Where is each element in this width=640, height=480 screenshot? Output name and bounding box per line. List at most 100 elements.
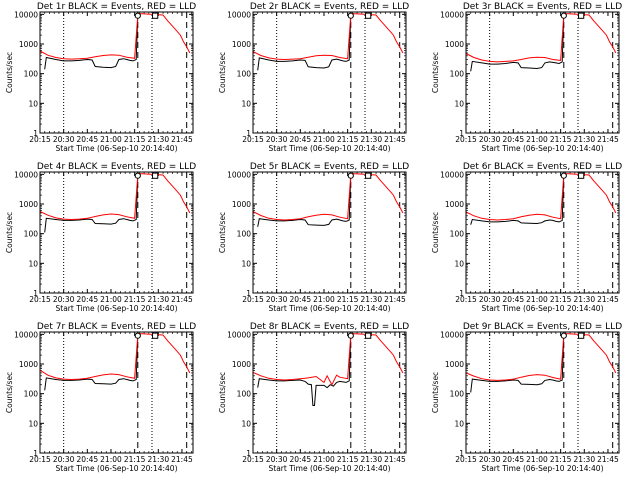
y-tick-label: 10 — [28, 259, 38, 268]
x-tick-label: 20:30 — [53, 455, 75, 464]
x-tick-label: 21:30 — [573, 455, 595, 464]
chart-title: Det 8r BLACK = Events, RED = LLD — [250, 322, 409, 332]
x-tick-label: 20:15 — [455, 455, 477, 464]
x-tick-label: 21:00 — [526, 135, 548, 144]
y-axis-label: Counts/sec — [218, 212, 227, 253]
plot-frame — [39, 11, 194, 134]
y-axis-label: Counts/sec — [431, 212, 440, 253]
y-tick-label: 100 — [237, 390, 252, 399]
x-tick-label: 20:30 — [53, 295, 75, 304]
series-events-line — [44, 13, 141, 70]
x-axis-label: Start Time (06-Sep-10 20:14:40) — [482, 144, 604, 153]
square-marker — [578, 172, 585, 179]
y-tick-label: 1000 — [19, 40, 38, 49]
x-tick-label: 20:15 — [242, 455, 264, 464]
x-tick-label: 20:30 — [266, 455, 288, 464]
x-tick-label: 21:30 — [573, 135, 595, 144]
x-tick-label: 21:30 — [147, 135, 169, 144]
series-events-line — [44, 333, 141, 391]
plot-frame — [252, 331, 407, 454]
series-events-line — [44, 173, 141, 233]
plot-frame — [252, 171, 407, 294]
x-tick-label: 20:30 — [479, 455, 501, 464]
chart-title: Det 4r BLACK = Events, RED = LLD — [37, 162, 196, 172]
chart-title: Det 5r BLACK = Events, RED = LLD — [250, 162, 409, 172]
y-tick-label: 100 — [237, 230, 252, 239]
y-tick-label: 100 — [24, 230, 39, 239]
x-tick-label: 21:45 — [597, 135, 619, 144]
x-tick-label: 20:30 — [266, 295, 288, 304]
chart-panel-6: Det 6r BLACK = Events, RED = LLD Counts/s… — [431, 162, 622, 313]
circle-marker — [134, 332, 141, 339]
x-tick-label: 20:15 — [29, 455, 51, 464]
square-marker — [152, 332, 159, 339]
chart-panel-3: Det 3r BLACK = Events, RED = LLD Counts/s… — [431, 2, 622, 153]
chart-panel-1: Det 1r BLACK = Events, RED = LLD Counts/s… — [5, 2, 196, 153]
chart-title: Det 9r BLACK = Events, RED = LLD — [463, 322, 622, 332]
y-axis-label: Counts/sec — [431, 372, 440, 413]
x-tick-label: 21:45 — [171, 295, 193, 304]
chart-panel-8: Det 8r BLACK = Events, RED = LLD Counts/s… — [218, 322, 409, 473]
y-tick-label: 10000 — [227, 10, 251, 19]
chart-title: Det 6r BLACK = Events, RED = LLD — [463, 162, 622, 172]
x-tick-label: 21:30 — [360, 455, 382, 464]
x-tick-label: 21:45 — [597, 295, 619, 304]
x-tick-label: 20:15 — [29, 135, 51, 144]
series-lld-line — [39, 13, 191, 60]
x-axis-label: Start Time (06-Sep-10 20:14:40) — [482, 304, 604, 313]
y-tick-label: 10000 — [440, 10, 464, 19]
plot-frame — [465, 171, 620, 294]
x-tick-label: 21:00 — [100, 295, 122, 304]
x-tick-label: 21:30 — [360, 135, 382, 144]
x-tick-label: 20:45 — [290, 455, 312, 464]
y-tick-label: 10000 — [14, 330, 38, 339]
y-tick-label: 1 — [33, 449, 38, 458]
y-axis-label: Counts/sec — [218, 52, 227, 93]
y-axis-label: Counts/sec — [5, 52, 14, 93]
y-tick-label: 1 — [33, 289, 38, 298]
x-tick-label: 21:00 — [100, 455, 122, 464]
plot-frame — [39, 331, 194, 454]
y-tick-label: 1 — [459, 129, 464, 138]
x-tick-label: 20:15 — [455, 135, 477, 144]
x-tick-label: 21:15 — [124, 135, 146, 144]
series-lld-line — [252, 13, 404, 61]
x-tick-label: 21:30 — [147, 455, 169, 464]
y-tick-label: 1000 — [19, 200, 38, 209]
x-tick-label: 21:30 — [573, 295, 595, 304]
circle-marker — [134, 172, 141, 179]
x-tick-label: 21:15 — [337, 295, 359, 304]
x-axis-label: Start Time (06-Sep-10 20:14:40) — [269, 144, 391, 153]
y-tick-label: 10 — [28, 419, 38, 428]
chart-title: Det 1r BLACK = Events, RED = LLD — [37, 2, 196, 12]
series-lld-line — [465, 13, 617, 63]
x-tick-label: 20:45 — [290, 295, 312, 304]
series-lld-line — [465, 173, 617, 221]
series-events-line — [257, 13, 354, 71]
x-tick-label: 21:00 — [526, 455, 548, 464]
chart-panel-9: Det 9r BLACK = Events, RED = LLD Counts/s… — [431, 322, 622, 473]
x-tick-label: 21:30 — [147, 295, 169, 304]
x-tick-label: 21:00 — [100, 135, 122, 144]
x-tick-label: 21:45 — [384, 295, 406, 304]
series-events-line — [257, 173, 354, 227]
x-tick-label: 21:45 — [384, 135, 406, 144]
plot-frame — [465, 331, 620, 454]
y-tick-label: 1000 — [19, 360, 38, 369]
x-tick-label: 21:45 — [171, 135, 193, 144]
y-tick-label: 1 — [246, 449, 251, 458]
circle-marker — [134, 12, 141, 19]
square-marker — [365, 12, 372, 19]
y-tick-label: 10 — [241, 419, 251, 428]
x-tick-label: 20:30 — [53, 135, 75, 144]
circle-marker — [347, 12, 354, 19]
x-tick-label: 21:00 — [526, 295, 548, 304]
y-tick-label: 1000 — [445, 360, 464, 369]
y-tick-label: 10000 — [14, 170, 38, 179]
series-lld-line — [252, 173, 404, 221]
y-axis-label: Counts/sec — [431, 52, 440, 93]
series-events-line — [470, 333, 567, 393]
x-axis-label: Start Time (06-Sep-10 20:14:40) — [269, 464, 391, 473]
y-tick-label: 1 — [246, 129, 251, 138]
